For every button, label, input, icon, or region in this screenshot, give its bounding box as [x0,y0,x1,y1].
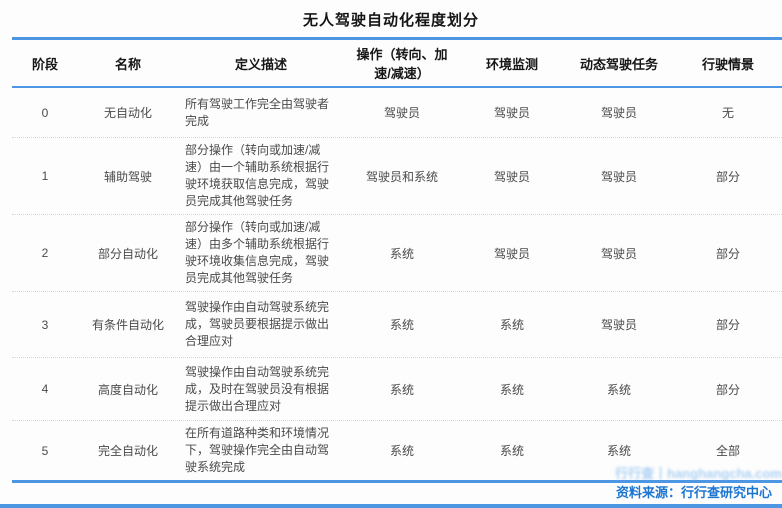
column-header-driving-scenario: 行驶情景 [701,56,754,72]
table-row-level-4: 4 高度自动化 驾驶操作由自动驾驶系统完成，及时在驾驶员没有根据提示做出合理应对… [12,357,782,420]
column-header-definition: 定义描述 [234,56,287,72]
cell-driving-scenario: 部分 [715,382,740,397]
cell-driving-scenario: 部分 [715,318,740,332]
cell-driving-scenario: 全部 [715,444,740,458]
cell-operation: 系统 [389,318,414,332]
cell-name: 无自动化 [103,106,152,120]
table-body: 0 无自动化 所有驾驶工作完全由驾驶者完成 驾驶员 驾驶员 驾驶员 无 1 辅助… [12,88,782,483]
cell-name: 辅助驾驶 [103,169,152,184]
cell-driving-scenario: 部分 [715,169,740,184]
cell-name: 高度自动化 [97,382,158,397]
page-title: 无人驾驶自动化程度划分 [302,12,479,29]
cell-dynamic-driving-task: 驾驶员 [600,106,637,120]
cell-operation: 系统 [389,246,414,261]
table-row-level-5: 5 完全自动化 在所有道路种类和环境情况下，驾驶操作完全由自动驾驶系统完成 系统… [12,420,782,480]
cell-environment-monitoring: 驾驶员 [493,246,530,261]
source-label: 资料来源：行行查研究中心 [615,485,772,500]
cell-driving-scenario: 部分 [715,246,740,261]
cell-dynamic-driving-task: 系统 [606,444,631,458]
cell-dynamic-driving-task: 系统 [606,382,631,397]
cell-operation: 系统 [389,382,414,397]
cell-dynamic-driving-task: 驾驶员 [600,246,637,261]
cell-name: 部分自动化 [97,246,158,261]
cell-environment-monitoring: 系统 [499,382,524,397]
table-row-level-3: 3 有条件自动化 驾驶操作由自动驾驶系统完成，驾驶员要根据提示做出合理应对 系统… [12,291,782,357]
cell-name: 完全自动化 [97,444,158,458]
cell-operation: 系统 [389,444,414,458]
table-row-level-0: 0 无自动化 所有驾驶工作完全由驾驶者完成 驾驶员 驾驶员 驾驶员 无 [12,88,782,137]
cell-stage: 4 [41,382,49,396]
cell-dynamic-driving-task: 驾驶员 [600,169,637,184]
cell-definition: 驾驶操作由自动驾驶系统完成，驾驶员要根据提示做出合理应对 [185,300,330,348]
column-header-operation: 操作（转向、加速/减速） [356,47,448,81]
cell-stage: 0 [41,105,49,120]
column-header-stage: 阶段 [31,56,58,72]
cell-dynamic-driving-task: 驾驶员 [600,318,637,332]
cell-driving-scenario: 无 [721,106,734,120]
cell-environment-monitoring: 驾驶员 [493,106,530,120]
cell-stage: 3 [41,317,49,332]
table-row-level-1: 1 辅助驾驶 部分操作（转向或加速/减速）由一个辅助系统根据行驶环境获取信息完成… [12,137,782,214]
bottom-border-line [0,504,782,508]
cell-environment-monitoring: 驾驶员 [493,169,530,184]
cell-name: 有条件自动化 [91,318,164,332]
cell-definition: 所有驾驶工作完全由驾驶者完成 [185,96,330,128]
cell-environment-monitoring: 系统 [499,318,524,332]
table-header-row: 阶段 名称 定义描述 操作（转向、加速/减速） 环境监测 动态驾驶任务 行驶情景 [12,37,782,88]
cell-definition: 部分操作（转向或加速/减速）由多个辅助系统根据行驶环境收集信息完成，驾驶员完成其… [185,220,330,285]
cell-operation: 驾驶员和系统 [365,169,438,184]
cell-environment-monitoring: 系统 [499,444,524,458]
cell-definition: 驾驶操作由自动驾驶系统完成，及时在驾驶员没有根据提示做出合理应对 [185,364,330,413]
column-header-name: 名称 [114,56,141,72]
cell-definition: 部分操作（转向或加速/减速）由一个辅助系统根据行驶环境获取信息完成，驾驶员完成其… [185,143,330,208]
cell-stage: 1 [41,169,49,183]
column-header-environment-monitoring: 环境监测 [485,56,538,72]
table-row-level-2: 2 部分自动化 部分操作（转向或加速/减速）由多个辅助系统根据行驶环境收集信息完… [12,214,782,291]
column-header-dynamic-driving-task: 动态驾驶任务 [579,56,658,72]
cell-stage: 5 [41,443,49,458]
automation-levels-table: 阶段 名称 定义描述 操作（转向、加速/减速） 环境监测 动态驾驶任务 行驶情景… [12,37,782,483]
cell-operation: 驾驶员 [383,106,420,120]
cell-stage: 2 [41,246,49,260]
cell-definition: 在所有道路种类和环境情况下，驾驶操作完全由自动驾驶系统完成 [185,426,330,474]
